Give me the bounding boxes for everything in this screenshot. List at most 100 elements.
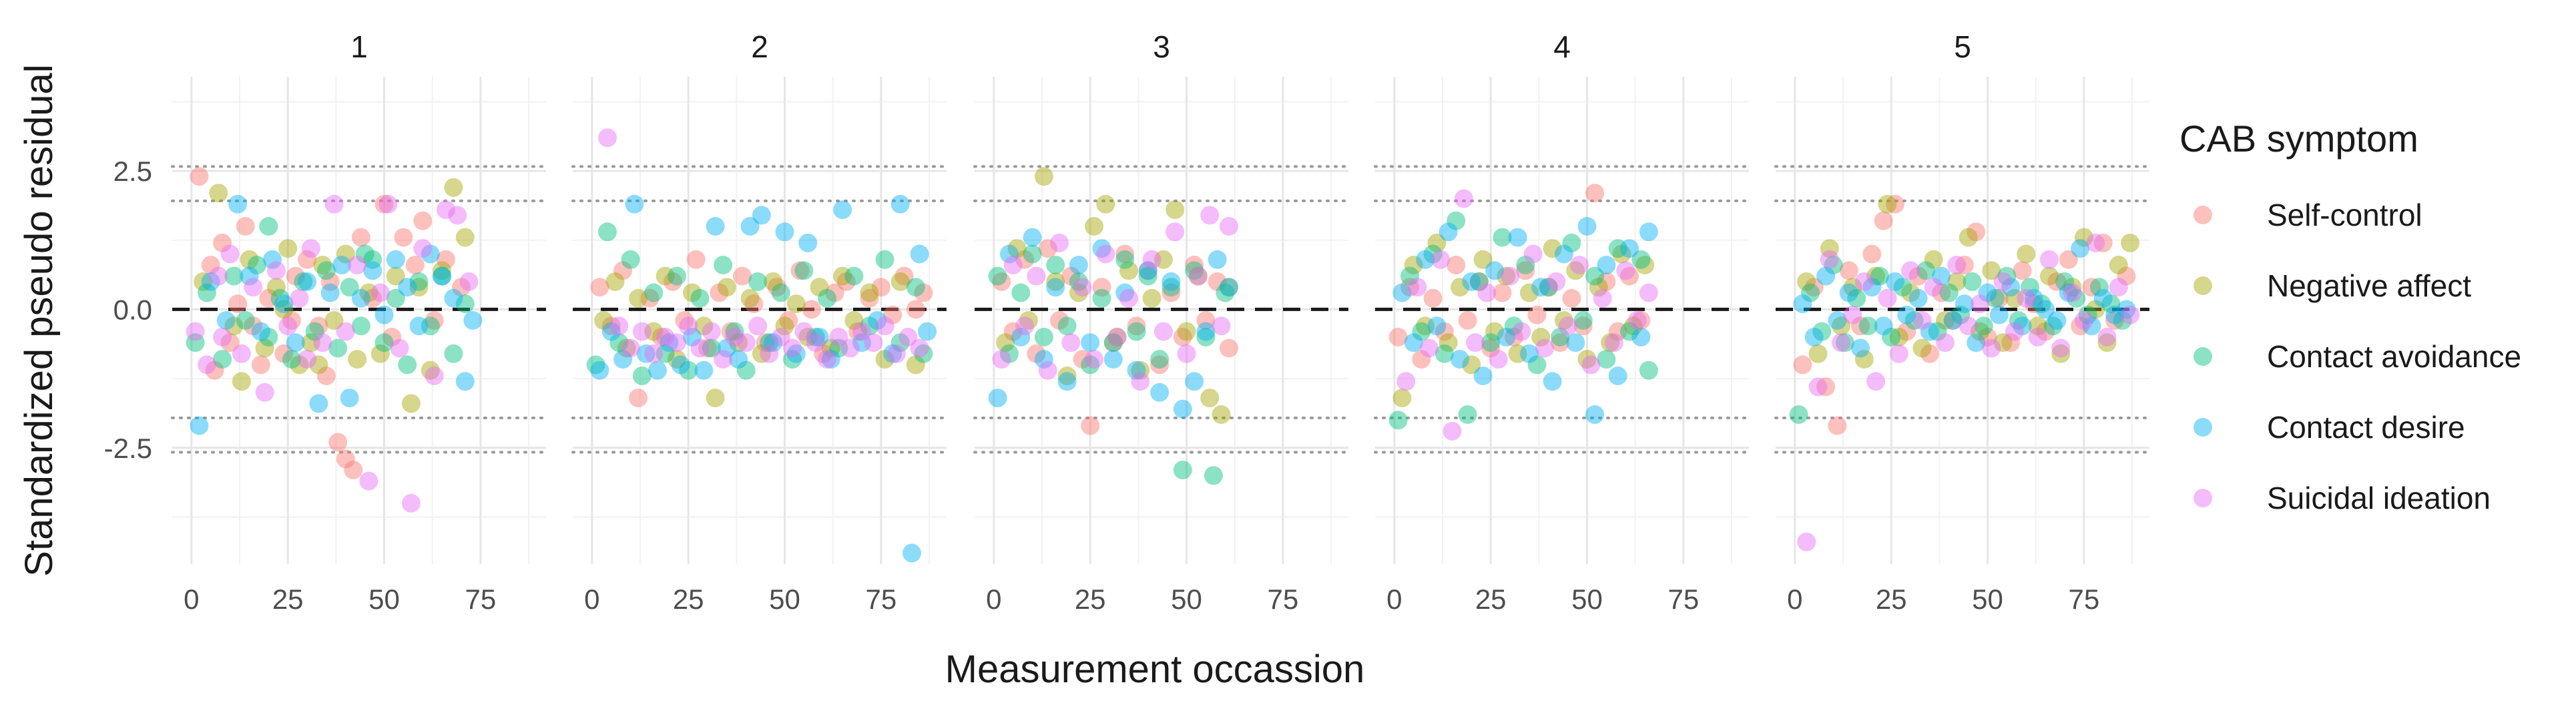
- data-point: [1196, 322, 1216, 341]
- data-point: [875, 316, 894, 336]
- data-point: [1612, 244, 1631, 264]
- data-point: [764, 272, 783, 291]
- data-point: [667, 333, 686, 352]
- data-point: [436, 250, 455, 269]
- data-point: [1034, 350, 1053, 369]
- data-point: [664, 272, 683, 291]
- data-point: [1392, 283, 1412, 302]
- data-point: [1535, 338, 1554, 358]
- data-point: [1839, 283, 1858, 302]
- data-point: [1955, 256, 1974, 274]
- data-point: [220, 333, 240, 352]
- data-point: [1504, 327, 1523, 346]
- y-tick-label: 2.5: [113, 156, 152, 187]
- data-point: [2071, 239, 2090, 258]
- data-point: [2039, 266, 2059, 286]
- data-point: [2117, 300, 2136, 319]
- legend-label: Negative affect: [2267, 268, 2471, 303]
- data-point: [1601, 333, 1620, 352]
- data-point: [2074, 228, 2093, 247]
- data-point: [336, 449, 355, 469]
- data-point: [1057, 372, 1077, 391]
- data-point: [1597, 350, 1616, 369]
- data-point: [282, 311, 301, 330]
- data-point: [1577, 217, 1597, 236]
- data-point: [833, 266, 852, 286]
- data-point: [1882, 327, 1901, 346]
- legend-entry: Contact desire: [2194, 410, 2465, 445]
- data-point: [1069, 272, 1088, 291]
- data-point: [1220, 338, 1238, 358]
- data-point: [1908, 288, 1928, 308]
- data-point: [725, 327, 744, 346]
- data-point: [340, 278, 359, 297]
- data-point: [1439, 333, 1458, 352]
- data-point: [992, 272, 1011, 291]
- data-point: [667, 266, 686, 286]
- data-point: [1220, 278, 1238, 297]
- data-point: [2047, 272, 2067, 291]
- data-point: [744, 294, 764, 314]
- data-point: [1812, 322, 1832, 341]
- data-point: [370, 344, 390, 363]
- data-point: [1196, 327, 1216, 346]
- data-point: [1585, 184, 1605, 203]
- data-point: [1608, 322, 1627, 341]
- data-point: [590, 361, 609, 380]
- data-point: [2013, 316, 2032, 336]
- x-tick-label: 50: [1571, 583, 1603, 615]
- data-point: [1562, 288, 1581, 308]
- data-point: [1007, 239, 1027, 258]
- data-point: [1027, 344, 1046, 363]
- data-point: [1951, 305, 1971, 324]
- data-point: [336, 322, 355, 341]
- data-point: [836, 272, 856, 291]
- data-point: [629, 389, 648, 408]
- data-point: [1462, 355, 1481, 375]
- data-point: [988, 389, 1007, 408]
- data-point: [675, 311, 694, 330]
- data-point: [613, 350, 633, 369]
- data-point: [198, 355, 216, 375]
- data-point: [1034, 327, 1053, 346]
- data-point: [875, 350, 894, 369]
- data-point: [852, 322, 871, 341]
- data-point: [1527, 355, 1547, 375]
- data-point: [717, 338, 736, 358]
- data-point: [463, 311, 483, 330]
- data-point: [2051, 344, 2071, 363]
- data-point: [810, 327, 829, 346]
- data-point: [690, 288, 710, 308]
- data-point: [1886, 194, 1904, 214]
- data-point: [590, 278, 609, 297]
- data-point: [996, 333, 1015, 352]
- data-point: [1982, 338, 2001, 358]
- data-point: [2109, 256, 2128, 274]
- data-point: [1558, 316, 1577, 336]
- data-point: [324, 311, 344, 330]
- data-point: [1081, 333, 1100, 352]
- data-point: [1003, 322, 1023, 341]
- data-point: [868, 311, 887, 330]
- data-point: [270, 288, 290, 308]
- data-point: [806, 327, 825, 346]
- data-point: [613, 261, 633, 280]
- data-point: [213, 233, 232, 252]
- data-point: [833, 200, 852, 220]
- data-point: [1477, 283, 1497, 302]
- data-point: [1963, 272, 1982, 291]
- data-point: [717, 278, 736, 297]
- data-point: [1608, 239, 1627, 258]
- data-point: [794, 322, 814, 341]
- data-point: [1508, 344, 1527, 363]
- data-point: [1000, 244, 1019, 264]
- data-point: [2028, 327, 2047, 346]
- data-point: [710, 283, 729, 302]
- data-point: [2082, 316, 2101, 336]
- data-point: [286, 333, 305, 352]
- data-point: [1208, 250, 1227, 269]
- facet-panels: [171, 77, 2151, 564]
- data-point: [894, 266, 914, 286]
- data-point: [860, 316, 879, 336]
- data-point: [1627, 311, 1647, 330]
